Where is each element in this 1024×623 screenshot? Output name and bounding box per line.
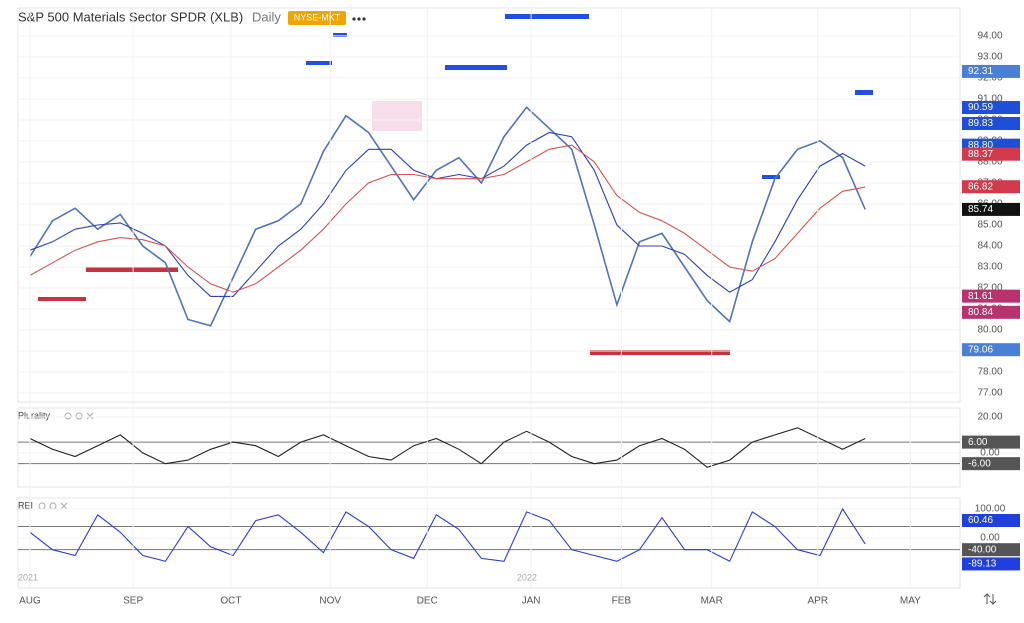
y-tick-label: 83.00 bbox=[977, 262, 1002, 273]
price-badge-label: 86.82 bbox=[968, 181, 993, 192]
price-badge-label: 90.59 bbox=[968, 102, 993, 113]
price-badge-label: 88.37 bbox=[968, 149, 993, 160]
series-line bbox=[29, 131, 866, 297]
price-badge-label: 81.61 bbox=[968, 291, 993, 302]
y-tick-label: 84.00 bbox=[977, 241, 1002, 252]
chart-title: S&P 500 Materials Sector SPDR (XLB) bbox=[18, 9, 243, 24]
price-badge bbox=[962, 101, 1020, 115]
eye-icon bbox=[64, 412, 72, 420]
price-badge-label: 92.31 bbox=[968, 66, 993, 77]
close-icon bbox=[86, 412, 94, 420]
y-tick-label: 94.00 bbox=[977, 31, 1002, 42]
series-line bbox=[29, 106, 866, 327]
price-badge-label: -89.13 bbox=[968, 559, 997, 570]
signal-bars bbox=[38, 14, 873, 355]
settings-icon bbox=[49, 502, 57, 510]
price-badge bbox=[962, 543, 1020, 557]
panel-frame bbox=[17, 407, 961, 488]
y-tick-label: 0.00 bbox=[980, 448, 1000, 459]
y-tick-label: 85.00 bbox=[977, 220, 1002, 231]
price-badge bbox=[962, 514, 1020, 528]
x-tick-label: NOV bbox=[319, 596, 341, 607]
price-badge-label: 6.00 bbox=[968, 437, 988, 448]
price-badge bbox=[962, 289, 1020, 303]
price-badge-label: -6.00 bbox=[968, 458, 991, 469]
y-tick-label: 0.00 bbox=[980, 533, 1000, 544]
price-badge-label: 89.83 bbox=[968, 118, 993, 129]
price-badge bbox=[962, 117, 1020, 131]
x-tick-label: FEB bbox=[612, 596, 632, 607]
settings-icon bbox=[75, 412, 83, 420]
price-badge-label: 79.06 bbox=[968, 344, 993, 355]
price-badge-label: 80.84 bbox=[968, 307, 993, 318]
close-icon bbox=[60, 502, 68, 510]
series-line bbox=[29, 507, 866, 563]
price-badge bbox=[962, 343, 1020, 357]
price-badge bbox=[962, 180, 1020, 194]
x-tick-label: AUG bbox=[19, 596, 41, 607]
y-tick-label: 100.00 bbox=[975, 504, 1006, 515]
price-badge bbox=[962, 457, 1020, 471]
move-icon[interactable] bbox=[983, 593, 997, 605]
y-tick-label: 20.00 bbox=[977, 412, 1002, 423]
year-label: 2021 bbox=[18, 572, 38, 582]
exchange: NYSE-MKT bbox=[294, 12, 341, 22]
price-badge bbox=[962, 202, 1020, 216]
price-badge-label: 85.74 bbox=[968, 204, 993, 215]
price-badge bbox=[962, 435, 1020, 449]
exchange-badge bbox=[288, 11, 346, 25]
price-badge bbox=[962, 147, 1020, 161]
x-tick-label: OCT bbox=[220, 596, 241, 607]
y-tick-label: 78.00 bbox=[977, 367, 1002, 378]
price-badge bbox=[962, 557, 1020, 571]
x-tick-label: DEC bbox=[417, 596, 438, 607]
panel-frame bbox=[17, 7, 961, 403]
x-tick-label: SEP bbox=[123, 596, 143, 607]
x-tick-label: MAY bbox=[900, 596, 921, 607]
more-menu[interactable] bbox=[352, 17, 366, 21]
series-line bbox=[29, 427, 866, 468]
y-tick-label: 80.00 bbox=[977, 325, 1002, 336]
series-line bbox=[29, 144, 866, 293]
price-badge-label: 88.80 bbox=[968, 140, 993, 151]
y-tick-label: 92.00 bbox=[977, 73, 1002, 84]
x-tick-label: JAN bbox=[522, 596, 541, 607]
panel-title: Plurality bbox=[18, 410, 51, 420]
price-badge-label: 60.46 bbox=[968, 515, 993, 526]
price-badge bbox=[962, 305, 1020, 319]
year-label: 2022 bbox=[517, 572, 537, 582]
interval: Daily bbox=[252, 9, 281, 24]
x-tick-label: APR bbox=[808, 596, 829, 607]
panel-title: REI bbox=[18, 500, 33, 510]
x-tick-label: MAR bbox=[701, 596, 723, 607]
y-tick-label: 93.00 bbox=[977, 52, 1002, 63]
y-tick-label: 88.00 bbox=[977, 157, 1002, 168]
y-tick-label: 77.00 bbox=[977, 388, 1002, 399]
y-tick-label: 91.00 bbox=[977, 94, 1002, 105]
eye-icon bbox=[38, 502, 46, 510]
price-badge-label: -40.00 bbox=[968, 544, 997, 555]
panel-frame bbox=[17, 497, 961, 589]
price-badge bbox=[962, 64, 1020, 78]
y-tick-label: 82.00 bbox=[977, 283, 1002, 294]
